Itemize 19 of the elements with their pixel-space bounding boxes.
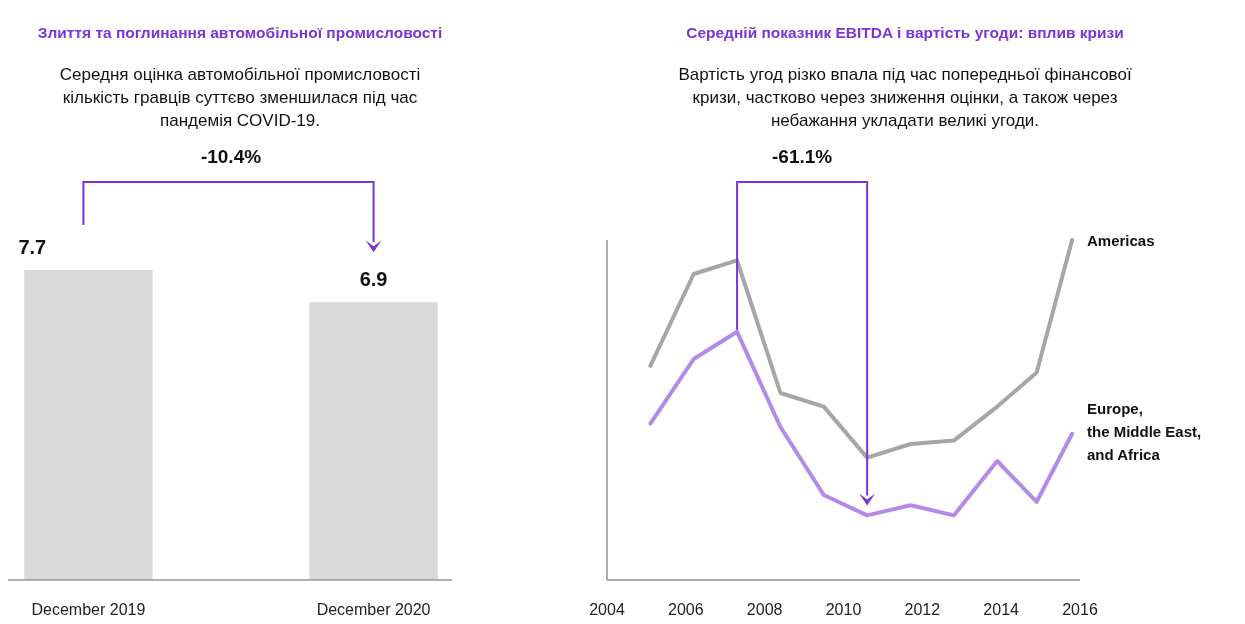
- chart-subtitle: Середня оцінка автомобільної промисловості кількість гравців суттєво зменшилася під час пандемія COVID-19.: [59, 65, 421, 130]
- data-label: 7.7: [18, 236, 47, 258]
- x-tick-label: 2012: [904, 601, 941, 618]
- chart-subtitle: Вартість угод різко впала під час попередньої фінансової кризи, частково через зниження оцінки, а також через небажання укладати великі угоди.: [678, 65, 1132, 130]
- x-tick-label: 2004: [589, 601, 625, 618]
- text: -61.1%: [772, 146, 833, 167]
- x-tick-label: 2008: [746, 601, 783, 618]
- x-tick-label: 2010: [825, 601, 862, 618]
- x-tick-label: December 2020: [316, 601, 431, 618]
- x-tick-label: 2006: [668, 601, 704, 618]
- chart-title: Середній показник EBITDA і вартість угоди: вплив кризи: [686, 24, 1124, 41]
- series-label: Americas: [1087, 232, 1155, 249]
- chart-title: Злиття та поглинання автомобільної промисловості: [37, 24, 443, 41]
- text: -10.4%: [200, 146, 262, 167]
- x-tick-label: 2016: [1062, 601, 1098, 618]
- x-tick-label: 2014: [983, 601, 1020, 618]
- series-label: Europe, the Middle East, and Africa: [1087, 399, 1202, 463]
- data-label: 6.9: [359, 268, 388, 291]
- x-tick-label: December 2019: [31, 601, 146, 618]
